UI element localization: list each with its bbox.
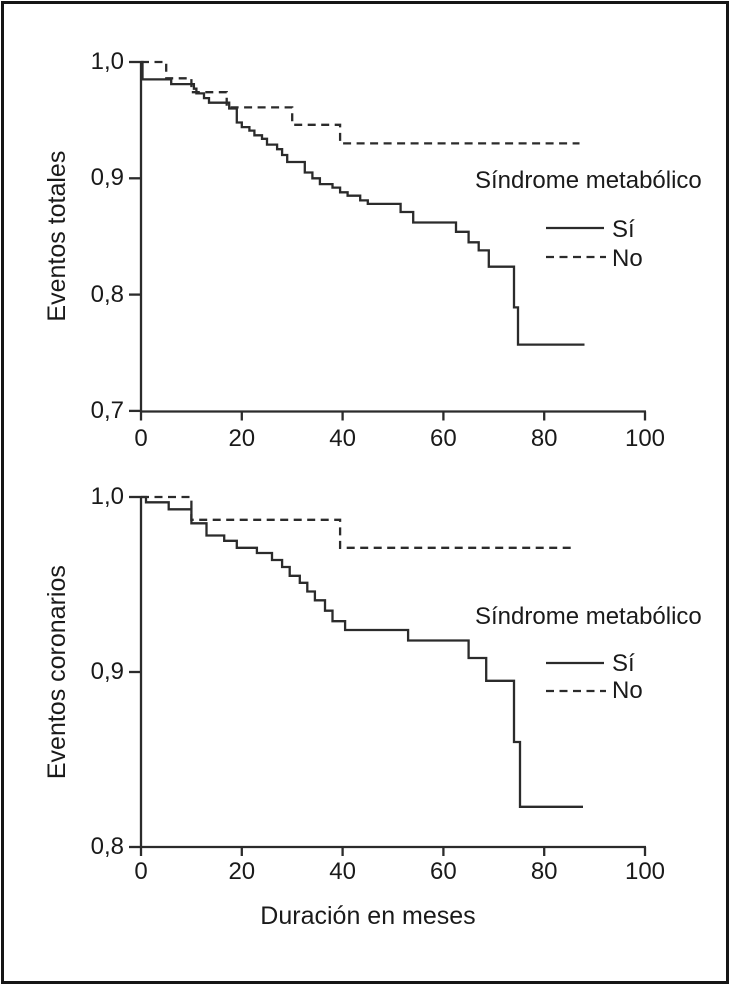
x-tick-label: 40 xyxy=(329,425,356,452)
x-tick-label: 40 xyxy=(329,858,356,885)
x-tick-label: 100 xyxy=(624,858,666,885)
x-tick-label: 100 xyxy=(624,425,666,452)
y-tick-label: 0,7 xyxy=(90,396,124,424)
legend-label-no-top: No xyxy=(612,245,643,272)
y-tick-label: 0,8 xyxy=(90,280,124,308)
legend-label-si-top: Sí xyxy=(612,216,635,243)
x-tick-label: 20 xyxy=(228,858,256,885)
y-tick-label: 0,8 xyxy=(90,833,124,860)
x-tick-label: 60 xyxy=(430,425,457,452)
x-tick-label: 0 xyxy=(134,425,148,452)
x-tick-label: 60 xyxy=(430,858,457,885)
x-tick-label: 0 xyxy=(134,858,148,885)
legend-label-si-bottom: Sí xyxy=(612,650,635,677)
y-tick-label: 0,9 xyxy=(90,164,124,192)
y-tick-label: 1,0 xyxy=(90,48,124,75)
x-tick-label: 80 xyxy=(530,425,558,452)
y-tick-label: 0,9 xyxy=(90,658,124,685)
legend-label-no-bottom: No xyxy=(612,677,643,704)
x-tick-label: 80 xyxy=(530,858,558,885)
legend-title-bottom: Síndrome metabólico xyxy=(475,603,702,630)
y-axis-label-eventos-totales: Eventos totales xyxy=(42,150,71,322)
x-tick-label: 20 xyxy=(228,425,256,452)
legend-title-top: Síndrome metabólico xyxy=(475,167,702,194)
x-axis-label-duracion: Duración en meses xyxy=(260,902,476,930)
y-tick-label: 1,0 xyxy=(90,483,124,510)
